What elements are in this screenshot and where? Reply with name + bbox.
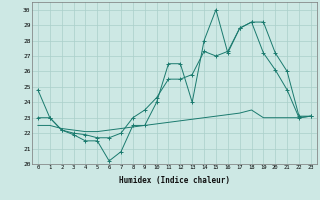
X-axis label: Humidex (Indice chaleur): Humidex (Indice chaleur) [119, 176, 230, 185]
